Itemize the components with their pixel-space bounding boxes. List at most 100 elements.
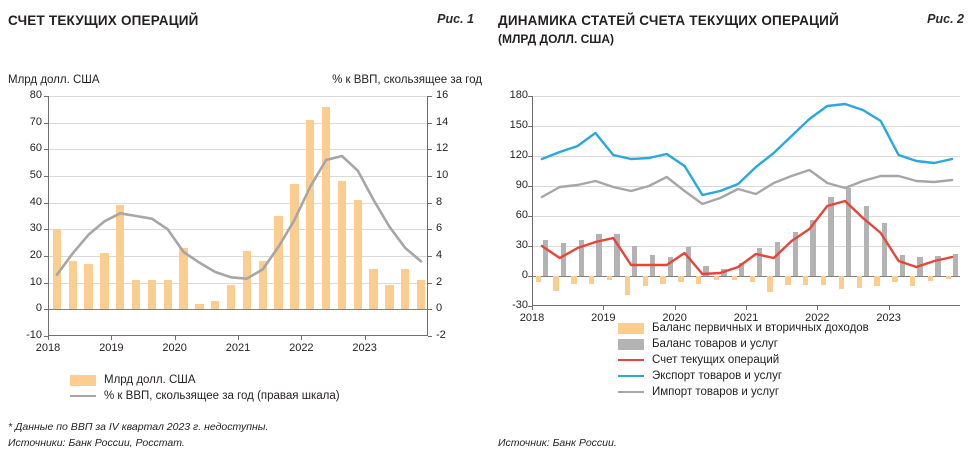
gridline <box>533 186 960 187</box>
y2-tick-mark <box>428 149 432 151</box>
legend-swatch-goods-services-icon <box>618 338 644 350</box>
legend-label-3: Экспорт товаров и услуг <box>652 370 783 382</box>
left-figure-label: Рис. 1 <box>437 12 474 26</box>
bar-goods-services <box>614 234 620 276</box>
bar-primary-income <box>892 276 898 282</box>
bar-series-value <box>100 253 109 310</box>
bar-goods-services <box>828 197 834 276</box>
bar-primary-income <box>535 276 541 282</box>
right-chart-title: ДИНАМИКА СТАТЕЙ СЧЕТА ТЕКУЩИХ ОПЕРАЦИЙ <box>498 13 839 28</box>
x-axis-tick-1: 2019 <box>99 342 124 354</box>
y-tick-mark <box>528 126 532 127</box>
y-axis-tick-3: 20 <box>29 249 42 261</box>
y-tick-mark <box>528 186 532 187</box>
y-tick-mark <box>44 176 48 177</box>
y-axis-tick-4: 30 <box>29 222 42 235</box>
bar-series-value <box>258 261 267 310</box>
x-axis-tick-3: 2021 <box>225 342 251 354</box>
bar-goods-services <box>899 255 905 276</box>
right-source: Источник: Банк России. <box>498 437 617 449</box>
y-tick-mark <box>528 276 532 277</box>
bar-goods-services <box>935 256 941 276</box>
bar-primary-income <box>820 276 827 285</box>
bar-series-value <box>242 250 252 310</box>
y2-tick-mark <box>428 229 432 231</box>
y-tick-mark <box>44 282 48 284</box>
x-tick-mark <box>746 306 747 310</box>
bar-primary-income <box>856 276 862 288</box>
left-header: СЧЕТ ТЕКУЩИХ ОПЕРАЦИЙ Рис. 1 <box>8 12 482 30</box>
right-legend: Баланс первичных и вторичных доходов Бал… <box>618 322 978 402</box>
left-footnote: * Данные по ВВП за IV квартал 2023 г. не… <box>8 421 269 433</box>
bar-goods-services <box>578 240 584 276</box>
y-tick-mark <box>528 156 532 157</box>
bar-primary-income <box>749 276 755 282</box>
bar-goods-services <box>953 254 959 276</box>
right-header: ДИНАМИКА СТАТЕЙ СЧЕТА ТЕКУЩИХ ОПЕРАЦИЙ Р… <box>498 12 972 46</box>
bar-series-value <box>290 184 299 310</box>
x-axis-tick-0: 2018 <box>35 342 61 354</box>
x-tick-mark <box>364 336 366 340</box>
bar-primary-income <box>624 276 631 295</box>
y-tick-mark <box>528 216 532 217</box>
bar-goods-services <box>542 240 549 276</box>
x-tick-mark <box>301 336 303 340</box>
gridline <box>49 229 427 231</box>
bar-series-value <box>163 280 172 310</box>
left-y-axis-label: Млрд долл. США <box>8 74 100 86</box>
bar-goods-services <box>881 223 888 276</box>
y2-axis-tick-5: 8 <box>436 195 443 208</box>
legend-line-icon <box>70 395 96 397</box>
x-tick-mark <box>238 336 239 340</box>
legend-line-imports-icon <box>618 391 644 393</box>
bar-primary-income <box>927 276 934 281</box>
legend-label-2: Счет текущих операций <box>652 354 780 366</box>
y-tick-mark <box>44 149 48 151</box>
bar-series-value <box>84 264 93 310</box>
bar-series-value <box>68 261 77 310</box>
gridline <box>49 149 427 151</box>
x-axis-tick-3: 2021 <box>733 312 759 324</box>
bar-series-value <box>179 248 188 310</box>
gridline <box>533 246 960 247</box>
gridline <box>533 96 960 97</box>
left-y2-axis-label: % к ВВП, скользящее за год <box>332 74 482 86</box>
legend-line-exports-icon <box>618 375 644 377</box>
legend-item-2: Счет текущих операций <box>618 354 978 366</box>
y-axis-tick-5: 40 <box>29 195 42 208</box>
line-series-layer <box>540 102 954 276</box>
bar-goods-services <box>756 248 763 276</box>
zero-line <box>533 276 960 277</box>
bar-primary-income <box>910 276 916 286</box>
gridline <box>49 282 427 284</box>
bar-primary-income <box>785 276 791 285</box>
y2-tick-mark <box>428 282 432 284</box>
legend-label-0: Баланс первичных и вторичных доходов <box>652 322 869 334</box>
y2-axis-tick-6: 10 <box>436 169 449 181</box>
left-legend: Млрд долл. США % к ВВП, скользящее за го… <box>70 374 470 406</box>
legend-label-1: Баланс товаров и услуг <box>652 338 778 350</box>
x-axis-tick-4: 2022 <box>289 342 314 354</box>
left-plot-area <box>48 96 428 336</box>
legend-swatch-primary-income-icon <box>618 322 644 334</box>
y-tick-mark <box>44 122 48 124</box>
y2-axis-tick-4: 6 <box>436 222 443 235</box>
bar-primary-income <box>874 276 880 286</box>
right-chart-subtitle: (МЛРД ДОЛЛ. США) <box>498 32 615 46</box>
y2-tick-mark <box>428 202 432 204</box>
y-tick-mark <box>528 306 532 307</box>
y2-tick-mark <box>428 176 432 177</box>
left-source: Источники: Банк России, Росстат. <box>8 437 185 449</box>
y-axis-tick-2: 10 <box>29 275 42 288</box>
legend-label-4: Импорт товаров и услуг <box>652 386 780 398</box>
x-tick-mark <box>111 336 113 340</box>
bar-goods-services <box>632 246 638 276</box>
right-figure-label: Рис. 2 <box>927 12 964 26</box>
bar-goods-services <box>685 247 691 276</box>
bar-series-value <box>306 120 315 310</box>
bar-primary-income <box>678 276 684 282</box>
bar-series-value <box>274 216 283 310</box>
gridline <box>49 96 427 97</box>
bar-primary-income <box>589 276 595 284</box>
gridline <box>533 156 960 157</box>
